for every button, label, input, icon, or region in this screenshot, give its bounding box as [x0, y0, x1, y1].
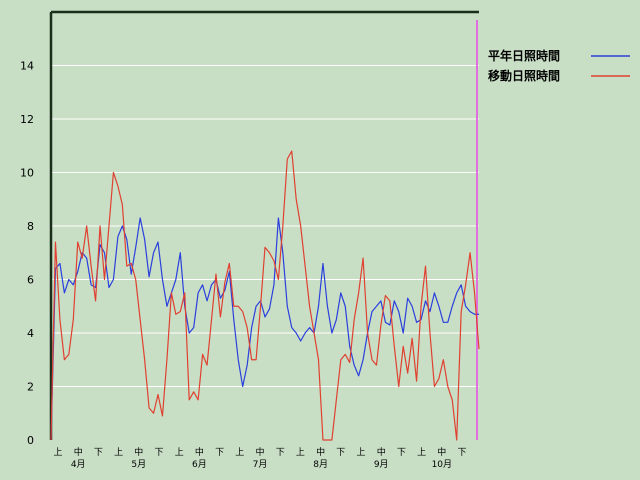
y-tick-label-14: 14 — [20, 60, 34, 73]
x-tick-label: 下 — [336, 448, 345, 458]
legend-label-1: 移動日照時間 — [488, 68, 560, 83]
y-tick-label-12: 12 — [20, 113, 34, 126]
series-lines — [50, 150, 480, 441]
month-label: 4月 — [71, 459, 86, 470]
month-label: 5月 — [131, 459, 146, 470]
x-tick-label: 中 — [255, 446, 264, 458]
legend-label-0: 平年日照時間 — [488, 48, 560, 63]
month-label: 8月 — [313, 459, 328, 470]
x-tick-label: 上 — [53, 447, 62, 458]
x-tick-label: 下 — [397, 448, 406, 458]
month-label: 7月 — [253, 459, 268, 470]
x-tick-label: 中 — [316, 446, 325, 458]
y-tick-label-0: 0 — [27, 434, 34, 447]
x-tick-label: 下 — [154, 448, 163, 458]
y-tick-label-8: 8 — [27, 220, 34, 233]
x-tick-label: 上 — [356, 447, 365, 458]
month-label: 6月 — [192, 459, 207, 470]
series-line-1 — [50, 150, 480, 441]
y-tick-label-4: 4 — [27, 327, 34, 340]
y-tick-label-6: 6 — [27, 274, 34, 287]
y-tick-labels: 0 2 4 6 8 10 12 14 — [20, 60, 34, 448]
grid-lines — [51, 65, 479, 387]
x-tick-label: 上 — [296, 447, 305, 458]
x-tick-label: 下 — [276, 448, 285, 458]
x-tick-label: 中 — [74, 446, 83, 458]
x-tick-label: 下 — [215, 448, 224, 458]
y-tick-label-2: 2 — [27, 381, 34, 394]
x-tick-labels: 上中下上中下上中下上中下上中下上中下上中下4月 5月 6月 7月 8月 9月 10月 — [53, 446, 466, 470]
x-tick-label: 中 — [377, 446, 386, 458]
series-line-0 — [50, 217, 479, 441]
x-tick-label: 上 — [235, 447, 244, 458]
month-label: 9月 — [374, 459, 389, 470]
x-tick-label: 下 — [457, 448, 466, 458]
x-tick-label: 下 — [94, 448, 103, 458]
axes — [49, 10, 479, 440]
x-tick-label: 上 — [114, 447, 123, 458]
y-tick-label-10: 10 — [20, 167, 34, 180]
x-tick-label: 中 — [437, 446, 446, 458]
x-tick-label: 中 — [134, 446, 143, 458]
x-tick-label: 上 — [417, 447, 426, 458]
month-label: 10月 — [432, 459, 452, 470]
x-tick-label: 上 — [175, 447, 184, 458]
x-tick-label: 中 — [195, 446, 204, 458]
